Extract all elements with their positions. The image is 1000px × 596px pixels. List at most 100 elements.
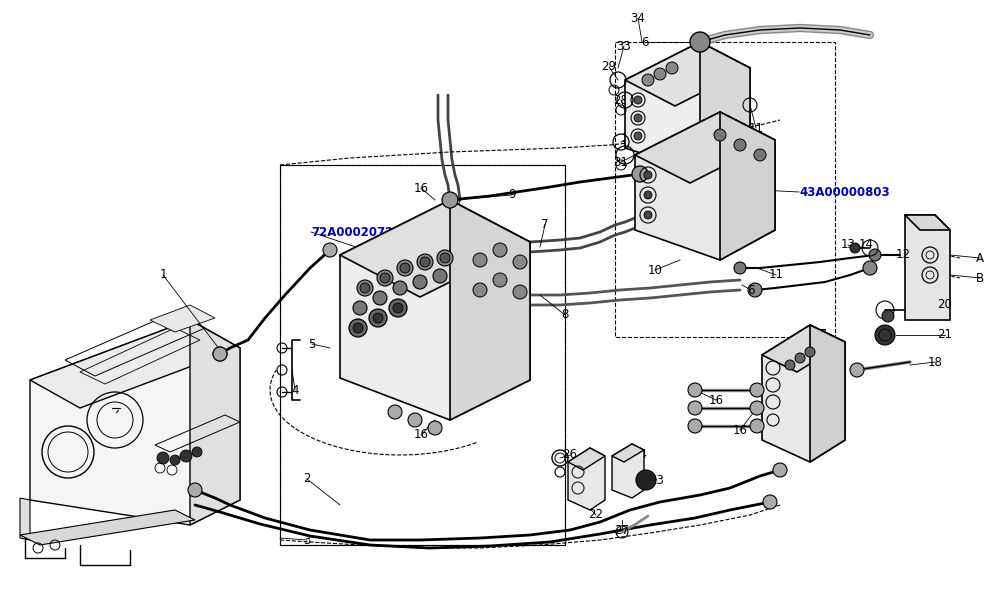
- Polygon shape: [625, 42, 750, 106]
- Circle shape: [192, 447, 202, 457]
- Text: 33: 33: [617, 39, 631, 52]
- Text: 11: 11: [748, 122, 764, 135]
- Circle shape: [323, 243, 337, 257]
- Text: 1: 1: [159, 269, 167, 281]
- Circle shape: [850, 363, 864, 377]
- Circle shape: [397, 260, 413, 276]
- Text: 22: 22: [588, 508, 604, 522]
- Circle shape: [882, 310, 894, 322]
- Circle shape: [642, 74, 654, 86]
- Circle shape: [714, 129, 726, 141]
- Polygon shape: [340, 200, 530, 297]
- Text: 16: 16: [708, 393, 724, 406]
- Text: 29: 29: [602, 61, 616, 73]
- Text: 28: 28: [614, 94, 628, 107]
- Circle shape: [188, 483, 202, 497]
- Polygon shape: [625, 42, 750, 172]
- Circle shape: [428, 421, 442, 435]
- Circle shape: [785, 360, 795, 370]
- Circle shape: [377, 270, 393, 286]
- Circle shape: [473, 253, 487, 267]
- Text: B: B: [976, 272, 984, 284]
- Circle shape: [875, 325, 895, 345]
- Polygon shape: [762, 325, 845, 462]
- Circle shape: [748, 283, 762, 297]
- Circle shape: [666, 62, 678, 74]
- Circle shape: [750, 419, 764, 433]
- Text: 2: 2: [303, 473, 311, 486]
- Circle shape: [400, 263, 410, 273]
- Polygon shape: [810, 325, 845, 462]
- Circle shape: [373, 291, 387, 305]
- Circle shape: [353, 323, 363, 333]
- Polygon shape: [720, 112, 775, 260]
- Circle shape: [773, 463, 787, 477]
- Polygon shape: [612, 444, 644, 498]
- Text: 17: 17: [812, 328, 828, 342]
- Circle shape: [349, 319, 367, 337]
- Circle shape: [644, 171, 652, 179]
- Text: 32: 32: [622, 132, 636, 144]
- Circle shape: [750, 401, 764, 415]
- Circle shape: [473, 283, 487, 297]
- Text: 8: 8: [561, 309, 569, 321]
- Circle shape: [373, 313, 383, 323]
- Text: 31: 31: [614, 156, 628, 169]
- Circle shape: [393, 303, 403, 313]
- Text: 20: 20: [938, 299, 952, 312]
- Polygon shape: [340, 200, 530, 420]
- Text: 21: 21: [938, 328, 952, 342]
- Text: 13: 13: [841, 238, 855, 252]
- Circle shape: [360, 283, 370, 293]
- Circle shape: [863, 261, 877, 275]
- Polygon shape: [635, 112, 775, 260]
- Polygon shape: [905, 215, 950, 320]
- Text: 4: 4: [291, 383, 299, 396]
- Polygon shape: [20, 498, 30, 540]
- Text: 26: 26: [562, 449, 578, 461]
- Text: 16: 16: [414, 182, 428, 194]
- Circle shape: [213, 347, 227, 361]
- Text: A: A: [976, 252, 984, 265]
- Text: 17: 17: [472, 377, 486, 390]
- Circle shape: [632, 166, 648, 182]
- Text: 7: 7: [541, 219, 549, 231]
- Polygon shape: [450, 200, 530, 420]
- Text: 24: 24: [633, 448, 648, 461]
- Circle shape: [413, 275, 427, 289]
- Polygon shape: [905, 215, 950, 230]
- Circle shape: [513, 255, 527, 269]
- Circle shape: [763, 495, 777, 509]
- Polygon shape: [568, 448, 605, 510]
- Polygon shape: [612, 444, 644, 462]
- Text: 12: 12: [896, 249, 910, 262]
- Circle shape: [750, 383, 764, 397]
- Text: 72A00020721: 72A00020721: [311, 225, 401, 238]
- Circle shape: [805, 347, 815, 357]
- Circle shape: [408, 413, 422, 427]
- Text: 6: 6: [747, 284, 755, 296]
- Text: 3: 3: [451, 213, 459, 226]
- Text: 16: 16: [732, 424, 748, 436]
- Text: 34: 34: [631, 11, 645, 24]
- Circle shape: [388, 405, 402, 419]
- Circle shape: [389, 299, 407, 317]
- Circle shape: [417, 254, 433, 270]
- Text: 23: 23: [650, 473, 664, 486]
- Text: 6: 6: [641, 36, 649, 48]
- Polygon shape: [635, 112, 775, 183]
- Polygon shape: [190, 320, 240, 525]
- Circle shape: [393, 281, 407, 295]
- Circle shape: [690, 32, 710, 52]
- Circle shape: [869, 249, 881, 261]
- Circle shape: [493, 273, 507, 287]
- Text: 27: 27: [614, 523, 630, 536]
- Circle shape: [353, 301, 367, 315]
- Circle shape: [440, 253, 450, 263]
- Circle shape: [644, 191, 652, 199]
- Polygon shape: [762, 325, 845, 372]
- Circle shape: [442, 192, 458, 208]
- Circle shape: [380, 273, 390, 283]
- Text: 14: 14: [858, 238, 874, 252]
- Polygon shape: [30, 320, 240, 525]
